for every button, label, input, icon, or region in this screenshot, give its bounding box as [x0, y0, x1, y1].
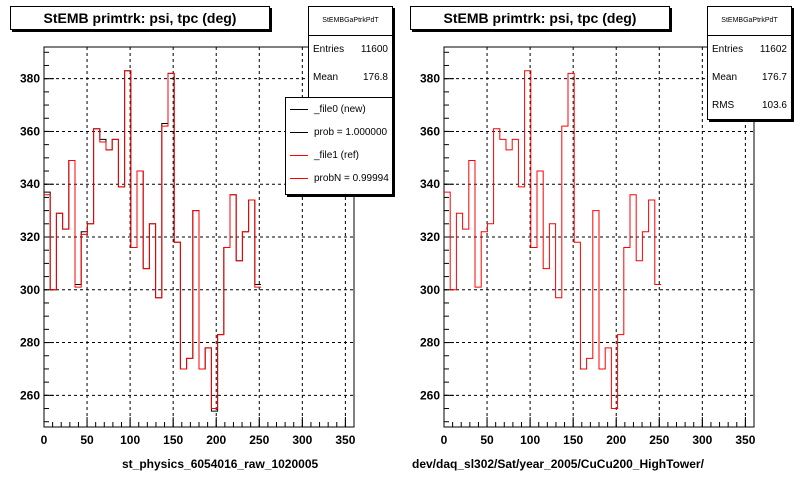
x-tick-label: 150 — [563, 433, 583, 447]
stats-label: RMS — [712, 100, 735, 111]
y-tick-label: 260 — [420, 388, 440, 402]
y-tick-label: 320 — [20, 230, 40, 244]
x-tick-label: 0 — [441, 433, 448, 447]
legend-item-ref: _file1 (ref) — [286, 144, 392, 167]
legend-box: _file0 (new) prob = 1.000000 _file1 (ref… — [285, 97, 393, 195]
y-tick-label: 340 — [20, 177, 40, 191]
stats-value: 11602 — [759, 44, 787, 55]
x-tick-label: 300 — [692, 433, 712, 447]
stats-row-mean: Mean 176.7 — [708, 64, 791, 92]
x-tick-label: 250 — [249, 433, 269, 447]
x-tick-label: 350 — [335, 433, 355, 447]
y-tick-label: 340 — [420, 177, 440, 191]
legend-label: prob = 1.000000 — [314, 127, 388, 138]
x-tick-label: 200 — [606, 433, 626, 447]
stats-value: 103.6 — [761, 100, 787, 111]
stats-row-rms: RMS 103.6 — [708, 92, 791, 120]
run-label-right: dev/daq_sl302/Sat/year_2005/CuCu200_High… — [412, 457, 704, 471]
y-tick-label: 280 — [20, 336, 40, 350]
chart-title-right: StEMB primtrk: psi, tpc (deg) — [410, 6, 670, 30]
stats-label: Mean — [712, 72, 738, 83]
legend-swatch — [290, 132, 308, 133]
stats-value: 176.8 — [362, 72, 388, 83]
stats-name: StEMBGaPtrkPdT — [708, 7, 791, 36]
chart-title-left: StEMB primtrk: psi, tpc (deg) — [10, 6, 270, 30]
stats-row-entries: Entries 11600 — [309, 36, 392, 64]
stats-box-left: StEMBGaPtrkPdT Entries 11600 Mean 176.8 — [308, 6, 393, 100]
x-tick-label: 300 — [292, 433, 312, 447]
legend-swatch — [290, 155, 308, 156]
y-tick-label: 260 — [20, 388, 40, 402]
histogram-series-ref — [444, 70, 661, 410]
x-tick-label: 100 — [120, 433, 140, 447]
stats-label: Mean — [313, 72, 339, 83]
legend-item-probn: probN = 0.99994 — [286, 167, 392, 190]
stats-label: Entries — [712, 44, 744, 55]
y-tick-label: 380 — [20, 72, 40, 86]
x-tick-label: 50 — [480, 433, 494, 447]
legend-swatch — [290, 178, 308, 179]
y-tick-label: 280 — [420, 336, 440, 350]
legend-label: _file0 (new) — [314, 104, 366, 115]
x-tick-label: 50 — [80, 433, 94, 447]
run-label-left: st_physics_6054016_raw_1020005 — [122, 457, 319, 471]
stats-label: Entries — [313, 44, 345, 55]
stats-name: StEMBGaPtrkPdT — [309, 7, 392, 36]
legend-label: _file1 (ref) — [314, 150, 360, 161]
y-tick-label: 380 — [420, 72, 440, 86]
y-tick-label: 320 — [420, 230, 440, 244]
stats-row-entries: Entries 11602 — [708, 36, 791, 64]
legend-item-new: _file0 (new) — [286, 98, 392, 121]
legend-swatch — [290, 109, 308, 110]
x-tick-label: 100 — [520, 433, 540, 447]
y-tick-label: 300 — [420, 283, 440, 297]
stats-row-mean: Mean 176.8 — [309, 64, 392, 92]
y-tick-label: 360 — [20, 124, 40, 138]
x-tick-label: 250 — [649, 433, 669, 447]
legend-label: probN = 0.99994 — [314, 173, 389, 184]
x-tick-label: 350 — [735, 433, 755, 447]
stats-box-right: StEMBGaPtrkPdT Entries 11602 Mean 176.7 … — [707, 6, 792, 120]
histogram-series-ref — [44, 70, 261, 410]
stats-value: 11600 — [360, 44, 388, 55]
y-tick-label: 300 — [20, 283, 40, 297]
legend-item-prob: prob = 1.000000 — [286, 121, 392, 144]
x-tick-label: 200 — [206, 433, 226, 447]
x-tick-label: 0 — [41, 433, 48, 447]
x-tick-label: 150 — [163, 433, 183, 447]
stats-value: 176.7 — [761, 72, 787, 83]
y-tick-label: 360 — [420, 124, 440, 138]
